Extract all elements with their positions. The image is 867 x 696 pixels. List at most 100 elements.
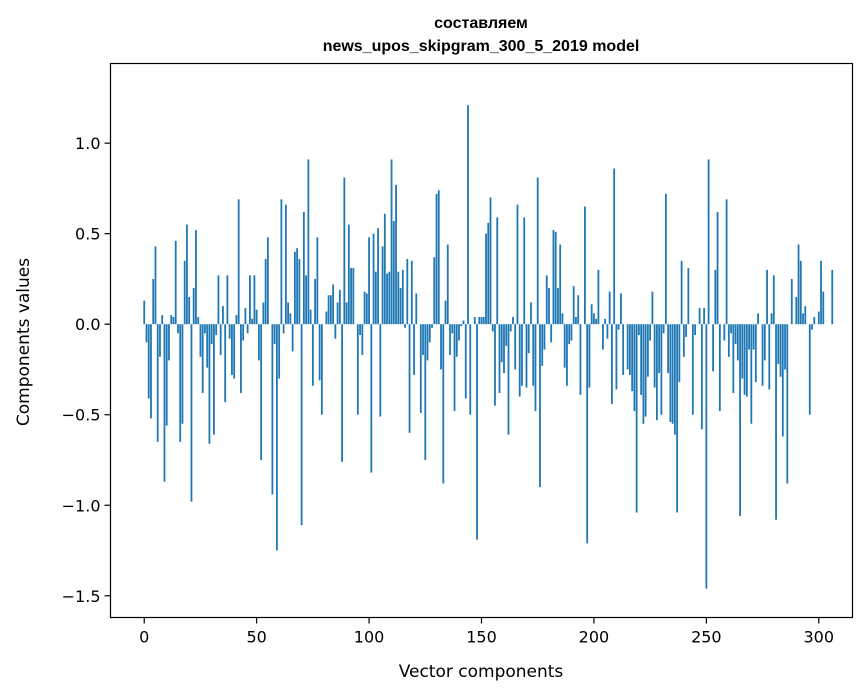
y-tick-label: −1.5 [62, 587, 101, 606]
bar [703, 307, 705, 325]
bar [170, 315, 173, 325]
bar [188, 297, 191, 325]
bar [658, 324, 661, 374]
bar [395, 184, 397, 325]
bar [300, 324, 303, 526]
bar [649, 324, 652, 341]
bar [145, 324, 148, 343]
bar [325, 311, 328, 325]
bar [363, 291, 366, 325]
bar [633, 324, 636, 412]
y-axis-ticks: −1.5 −1.0 −0.5 0.0 0.5 1.0 [62, 134, 111, 606]
bar [278, 324, 281, 379]
bar [644, 324, 647, 417]
bar [204, 324, 206, 334]
bar [584, 206, 586, 325]
bar [685, 324, 688, 337]
bar [282, 324, 285, 334]
bar [631, 324, 634, 392]
bar [289, 313, 292, 325]
bar [642, 324, 645, 424]
bar [228, 324, 231, 339]
bar [676, 324, 679, 513]
bar [730, 324, 732, 334]
bar [795, 297, 798, 325]
bar [620, 293, 622, 325]
bar [768, 324, 771, 390]
bar [752, 324, 755, 350]
bar [467, 105, 469, 325]
bar [478, 316, 481, 325]
bar [595, 318, 598, 325]
bar [480, 316, 483, 325]
bar [586, 324, 589, 544]
bar [514, 324, 517, 370]
bar [748, 324, 750, 350]
bar [318, 324, 321, 381]
bar [797, 244, 800, 325]
bar [790, 278, 793, 325]
bar [343, 177, 346, 325]
bar [186, 224, 188, 325]
bar [750, 324, 753, 424]
bar [727, 324, 730, 357]
bar [356, 324, 359, 415]
bar [329, 295, 332, 325]
bar [671, 324, 674, 424]
bar [669, 324, 672, 422]
bar [707, 159, 710, 325]
x-tick-label: 0 [139, 628, 149, 647]
bar [392, 221, 395, 325]
bar [635, 324, 638, 513]
bar [386, 273, 388, 325]
bar [579, 324, 582, 395]
bar [512, 316, 514, 325]
bar [383, 213, 386, 325]
bar [802, 313, 804, 325]
bar [608, 291, 611, 325]
bar [181, 324, 184, 424]
bar [622, 324, 625, 375]
bar [397, 271, 400, 325]
bar [626, 324, 629, 370]
bar [732, 324, 735, 394]
bar [682, 324, 685, 357]
bar [831, 269, 834, 325]
bar [476, 324, 478, 540]
bar [433, 257, 436, 325]
bar [422, 324, 424, 355]
bar [352, 268, 355, 325]
bar [494, 324, 496, 406]
bar [482, 316, 485, 325]
bar [415, 293, 418, 325]
bar [507, 324, 510, 435]
y-tick-label: −0.5 [62, 406, 101, 425]
y-tick-label: 0.0 [75, 315, 100, 334]
bar [449, 324, 451, 355]
bar [332, 284, 334, 325]
bar [739, 324, 741, 517]
bar [426, 324, 429, 361]
bar [799, 260, 802, 325]
bar [413, 324, 415, 375]
bar [550, 324, 553, 343]
bar [424, 324, 427, 460]
bar [305, 275, 308, 325]
bar [590, 304, 593, 325]
bar [772, 275, 775, 325]
bar [224, 324, 227, 403]
x-tick-label: 100 [354, 628, 385, 647]
bar [786, 324, 789, 484]
bar [462, 320, 465, 325]
bar [700, 324, 703, 430]
bar [464, 324, 467, 399]
bar [446, 244, 449, 325]
bar [496, 217, 499, 325]
bar [770, 313, 773, 325]
x-tick-label: 150 [466, 628, 497, 647]
bars-group [143, 105, 836, 589]
bar [458, 324, 460, 341]
bar [536, 177, 539, 325]
bar [406, 259, 409, 325]
